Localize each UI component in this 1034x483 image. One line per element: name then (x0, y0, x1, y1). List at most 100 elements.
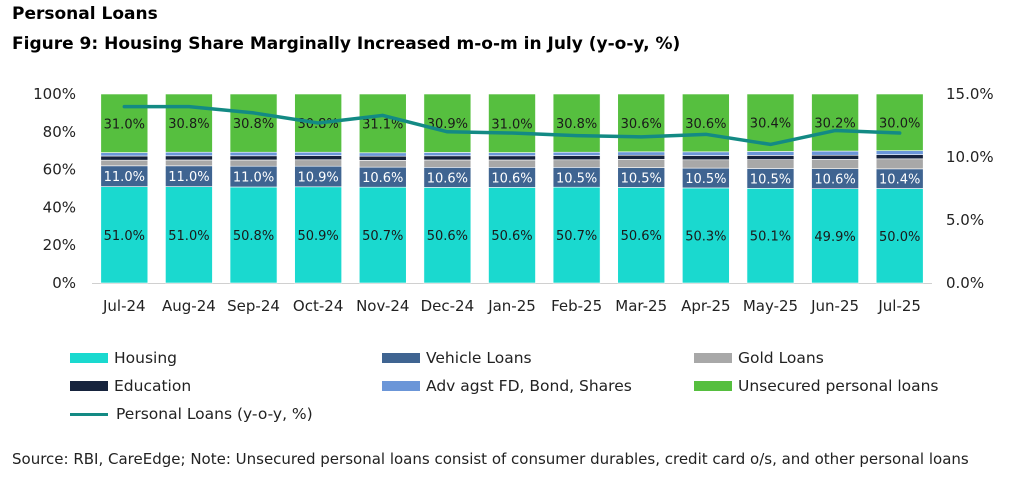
y-left-tick-label: 40% (43, 198, 76, 216)
bar-segment-unsecured-personal-loans (165, 93, 213, 153)
bar-segment-education (682, 155, 730, 161)
bar-segment-housing (488, 187, 536, 284)
y-right-tick-label: 15.0% (946, 85, 994, 103)
data-label-vehicle-loans: 10.4% (879, 173, 920, 188)
bar-segment-adv-agst-fd-bond-shares (617, 151, 666, 156)
x-tick-label: Dec-24 (421, 297, 475, 315)
data-label-unsecured-personal-loans: 31.0% (104, 117, 145, 132)
bar-segment-education (875, 154, 924, 160)
data-label-vehicle-loans: 10.6% (427, 171, 468, 186)
bar-segment-education (746, 155, 795, 160)
y-right-tick-label: 5.0% (946, 211, 984, 229)
bar-segment-unsecured-personal-loans (358, 93, 407, 154)
x-tick-label: Jul-25 (877, 297, 921, 315)
bar-segment-unsecured-personal-loans (229, 93, 278, 153)
data-label-vehicle-loans: 10.9% (297, 170, 338, 185)
bar-segment-housing (682, 187, 730, 284)
legend-swatch-housing (70, 353, 108, 363)
bar-segment-education (488, 155, 536, 161)
bar-segment-education (811, 154, 859, 160)
x-tick-label: Feb-25 (551, 297, 602, 315)
data-label-housing: 50.9% (297, 229, 338, 244)
data-label-vehicle-loans: 10.5% (685, 172, 726, 187)
bar-segment-housing (746, 188, 795, 284)
data-label-unsecured-personal-loans: 30.9% (427, 117, 468, 132)
y-right-tick-label: 10.0% (946, 148, 994, 166)
data-label-housing: 50.7% (556, 229, 597, 244)
data-label-vehicle-loans: 10.5% (750, 172, 791, 187)
bar-segment-unsecured-personal-loans (552, 93, 601, 153)
data-label-unsecured-personal-loans: 30.6% (621, 117, 662, 132)
legend-item-unsecured-personal-loans: Unsecured personal loans (694, 377, 939, 395)
bar-segment-adv-agst-fd-bond-shares (358, 152, 407, 157)
bar-segment-gold-loans (100, 159, 149, 167)
bar-segment-education (165, 155, 213, 161)
data-label-housing: 50.1% (750, 230, 791, 245)
bar-segment-education (552, 155, 601, 161)
legend-item-vehicle-loans: Vehicle Loans (382, 349, 532, 367)
bar-segment-adv-agst-fd-bond-shares (294, 151, 342, 156)
x-tick-label: Jul-24 (102, 297, 146, 315)
bar-segment-gold-loans (358, 160, 407, 168)
bar-segment-education (423, 155, 472, 161)
y-left-tick-label: 0% (52, 274, 76, 292)
data-label-housing: 50.7% (362, 229, 403, 244)
legend-label-gold-loans: Gold Loans (738, 349, 824, 367)
bar-segment-gold-loans (552, 159, 601, 168)
bar-segment-gold-loans (229, 159, 278, 167)
bar-segment-education (229, 155, 278, 161)
data-label-unsecured-personal-loans: 30.8% (556, 117, 597, 132)
data-label-housing: 50.6% (427, 229, 468, 244)
section-heading: Personal Loans (12, 4, 158, 24)
legend-label-unsecured-personal-loans: Unsecured personal loans (738, 377, 939, 395)
data-label-housing: 50.3% (685, 229, 726, 244)
legend-label-personal-loans-yoy: Personal Loans (y-o-y, %) (116, 405, 313, 423)
bar-segment-adv-agst-fd-bond-shares (229, 151, 278, 157)
y-left-tick-label: 100% (33, 85, 76, 103)
data-label-housing: 51.0% (168, 229, 209, 244)
bar-segment-gold-loans (746, 159, 795, 169)
bar-segment-adv-agst-fd-bond-shares (165, 151, 213, 157)
legend-swatch-vehicle-loans (382, 353, 420, 363)
data-label-unsecured-personal-loans: 30.8% (233, 117, 274, 132)
bar-segment-education (294, 155, 342, 161)
bar-segment-housing (875, 188, 924, 284)
bar-segment-housing (811, 188, 859, 284)
data-label-unsecured-personal-loans: 30.6% (685, 117, 726, 132)
x-tick-label: Mar-25 (615, 297, 667, 315)
data-label-housing: 50.6% (621, 229, 662, 244)
bar-segment-gold-loans (811, 159, 859, 169)
bar-segment-adv-agst-fd-bond-shares (423, 152, 472, 157)
figure-title: Figure 9: Housing Share Marginally Incre… (12, 34, 681, 54)
data-label-vehicle-loans: 10.6% (814, 173, 855, 188)
bar-segment-adv-agst-fd-bond-shares (811, 150, 859, 156)
bar-segment-housing (229, 186, 278, 284)
x-tick-label: Sep-24 (227, 297, 280, 315)
bar-segment-housing (552, 186, 601, 284)
bar-segment-housing (617, 187, 666, 284)
x-tick-label: Jan-25 (487, 297, 536, 315)
data-label-vehicle-loans: 10.6% (491, 171, 532, 186)
legend-swatch-unsecured-personal-loans (694, 381, 732, 391)
bar-segment-gold-loans (294, 159, 342, 167)
bar-segment-gold-loans (617, 159, 666, 168)
bar-segment-unsecured-personal-loans (682, 93, 730, 153)
y-left-tick-label: 60% (43, 161, 76, 179)
bar-segment-adv-agst-fd-bond-shares (746, 151, 795, 156)
data-label-vehicle-loans: 11.0% (104, 170, 145, 185)
bar-segment-unsecured-personal-loans (875, 93, 924, 152)
bar-segment-adv-agst-fd-bond-shares (100, 152, 149, 157)
data-label-unsecured-personal-loans: 30.4% (750, 117, 791, 132)
data-label-unsecured-personal-loans: 31.1% (362, 117, 403, 132)
bar-segment-education (358, 155, 407, 161)
legend-item-education: Education (70, 377, 191, 395)
x-tick-label: Nov-24 (356, 297, 409, 315)
legend-item-housing: Housing (70, 349, 177, 367)
data-label-housing: 50.0% (879, 230, 920, 245)
y-right-tick-label: 0.0% (946, 274, 984, 292)
legend-label-vehicle-loans: Vehicle Loans (426, 349, 532, 367)
bar-segment-unsecured-personal-loans (423, 93, 472, 153)
bar-segment-education (100, 155, 149, 161)
legend-item-adv-agst-fd: Adv agst FD, Bond, Shares (382, 377, 632, 395)
legend-swatch-education (70, 381, 108, 391)
